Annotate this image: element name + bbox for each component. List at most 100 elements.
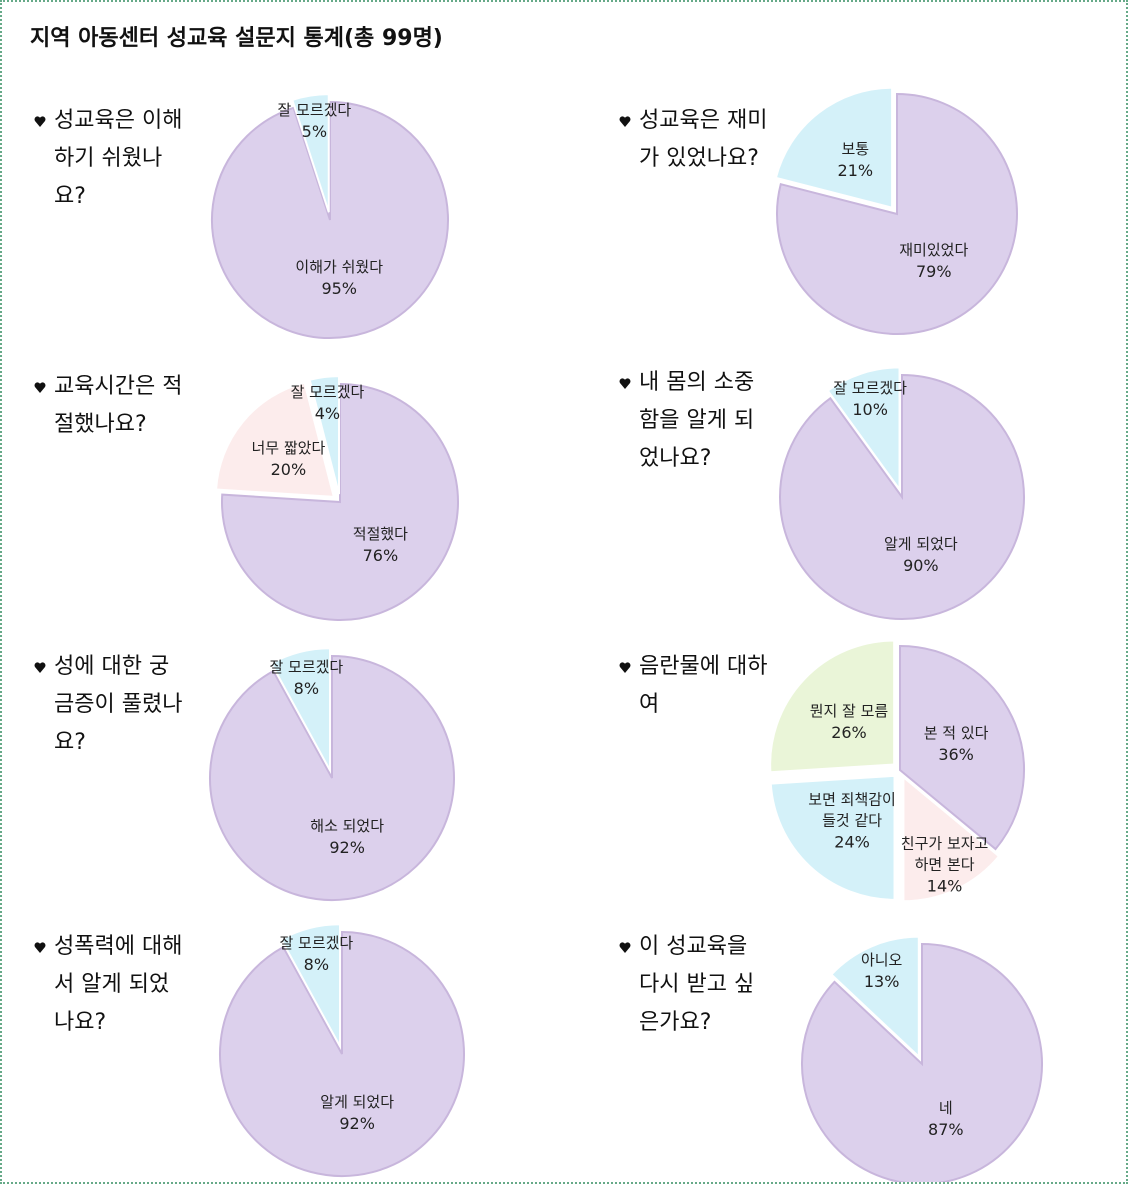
bullet-icon <box>34 942 46 953</box>
pie-slice <box>209 654 455 901</box>
slice-category: 잘 모르겠다 <box>279 934 354 953</box>
slice-value-label: 13% <box>863 971 900 991</box>
page-title: 지역 아동센터 성교육 설문지 통계(총 99명) <box>30 26 443 51</box>
slice-value-label: 26% <box>831 723 867 743</box>
pie-slice <box>826 366 901 493</box>
question: 내 몸의 소중함을 알게 되었나요? <box>617 364 769 478</box>
slice-value-label: 10% <box>852 399 888 419</box>
pie-slice <box>769 639 896 774</box>
pie-slice <box>801 942 1043 1182</box>
slice-category: 재미있었다 <box>899 241 969 260</box>
slice-value-label: 95% <box>321 279 357 299</box>
slice-value-label: 20% <box>270 460 307 480</box>
slice-label: 보통 21% <box>807 139 903 181</box>
slice-category: 보통 <box>841 140 870 159</box>
slice-category: 잘 모르겠다 <box>269 658 344 677</box>
slice-label: 해소 되었다 92% <box>299 816 395 858</box>
slice-label: 아니오 13% <box>834 950 930 992</box>
slice-value-label: 4% <box>314 403 341 423</box>
bullet-icon <box>619 378 631 389</box>
slice-category: 아니오 <box>860 950 903 969</box>
slice-value-label: 36% <box>938 744 974 764</box>
slice-category: 뭔지 잘 모름 <box>809 702 889 721</box>
bullet-icon <box>34 662 46 673</box>
question-text: 교육시간은 적절했나요? <box>54 374 183 437</box>
slice-value-label: 92% <box>329 838 365 858</box>
slice-value-label: 87% <box>928 1120 964 1140</box>
pie-slice <box>211 100 449 339</box>
slice-category: 해소 되었다 <box>310 817 385 836</box>
bullet-icon <box>619 116 631 127</box>
bullet-icon <box>619 662 631 673</box>
slice-label: 잘 모르겠다 8% <box>258 657 354 699</box>
slice-category: 친구가 보자고하면 본다 <box>900 834 989 874</box>
pie-slice <box>829 935 920 1059</box>
question: 성폭력에 대해서 알게 되었나요? <box>32 928 184 1042</box>
slice-category: 네 <box>938 1099 953 1118</box>
question-text: 성에 대한 궁금증이 풀렸나요? <box>54 654 183 755</box>
slice-category: 너무 짧았다 <box>251 439 326 458</box>
slice-label: 잘 모르겠다 4% <box>279 382 375 424</box>
slice-label: 너무 짧았다 20% <box>240 438 336 480</box>
question: 음란물에 대하여 <box>617 648 769 724</box>
slice-category: 적절했다 <box>352 525 408 543</box>
question-text: 성교육은 이해하기 쉬웠나요? <box>54 108 183 209</box>
question: 이 성교육을 다시 받고 싶은가요? <box>617 928 769 1042</box>
pie-slice <box>769 774 896 901</box>
question-text: 이 성교육을 다시 받고 싶은가요? <box>639 934 755 1035</box>
pie-slice <box>776 92 1018 335</box>
slice-label: 보면 죄책감이 들것 같다 24% <box>804 790 900 853</box>
slice-label: 잘 모르겠다 8% <box>268 933 364 975</box>
slice-value-label: 21% <box>837 161 874 181</box>
slice-label: 이해가 쉬웠다 95% <box>291 257 387 299</box>
slice-label: 친구가 보자고하면 본다 14% <box>897 833 993 896</box>
pie-slice <box>279 923 342 1047</box>
slice-label: 적절했다 76% <box>332 524 428 566</box>
question: 성교육은 이해하기 쉬웠나요? <box>32 102 184 216</box>
slice-value-label: 76% <box>362 546 399 565</box>
slice-category: 본 적 있다 <box>923 723 989 742</box>
slice-label: 알게 되었다 92% <box>309 1092 405 1134</box>
question-text: 내 몸의 소중함을 알게 되었나요? <box>639 370 755 471</box>
question: 성교육은 재미가 있었나요? <box>617 102 769 178</box>
bullet-icon <box>34 116 46 127</box>
pie-slice <box>215 381 336 498</box>
slice-label: 잘 모르겠다 5% <box>266 100 362 142</box>
pie-slice <box>219 930 465 1177</box>
slice-value-label: 92% <box>339 1114 375 1134</box>
bullet-icon <box>619 942 631 953</box>
slice-category: 이해가 쉬웠다 <box>295 258 383 277</box>
slice-value-label: 79% <box>915 262 952 282</box>
slice-value-label: 24% <box>834 832 870 852</box>
slice-label: 잘 모르겠다 10% <box>822 378 918 420</box>
slice-label: 재미있었다 79% <box>886 240 982 282</box>
slice-value-label: 8% <box>293 679 320 699</box>
question-text: 음란물에 대하여 <box>639 654 768 717</box>
slice-category: 잘 모르겠다 <box>277 101 352 120</box>
slice-label: 네 87% <box>898 1098 994 1140</box>
pie-slice <box>269 647 332 771</box>
slice-value-label: 5% <box>301 122 328 142</box>
slice-category: 알게 되었다 <box>883 535 958 553</box>
pie-slice <box>308 375 340 495</box>
bullet-icon <box>34 382 46 393</box>
question-text: 성폭력에 대해서 알게 되었나요? <box>54 934 183 1035</box>
slice-value-label: 8% <box>303 955 330 975</box>
pie-slice <box>774 86 894 209</box>
pie-slice <box>899 644 1025 851</box>
pie-slice <box>221 382 459 621</box>
question-text: 성교육은 재미가 있었나요? <box>639 108 768 171</box>
question: 성에 대한 궁금증이 풀렸나요? <box>32 648 184 762</box>
slice-category: 알게 되었다 <box>320 1093 395 1112</box>
slice-label: 알게 되었다 90% <box>873 534 969 576</box>
question: 교육시간은 적절했나요? <box>32 368 184 444</box>
pie-slice <box>779 373 1025 620</box>
pie-slice <box>902 775 1001 903</box>
slice-category: 보면 죄책감이 들것 같다 <box>808 790 896 830</box>
slice-value-label: 14% <box>926 876 963 896</box>
slice-label: 본 적 있다 36% <box>908 723 1004 765</box>
pie-slice <box>291 93 330 213</box>
slice-category: 잘 모르겠다 <box>833 378 907 397</box>
